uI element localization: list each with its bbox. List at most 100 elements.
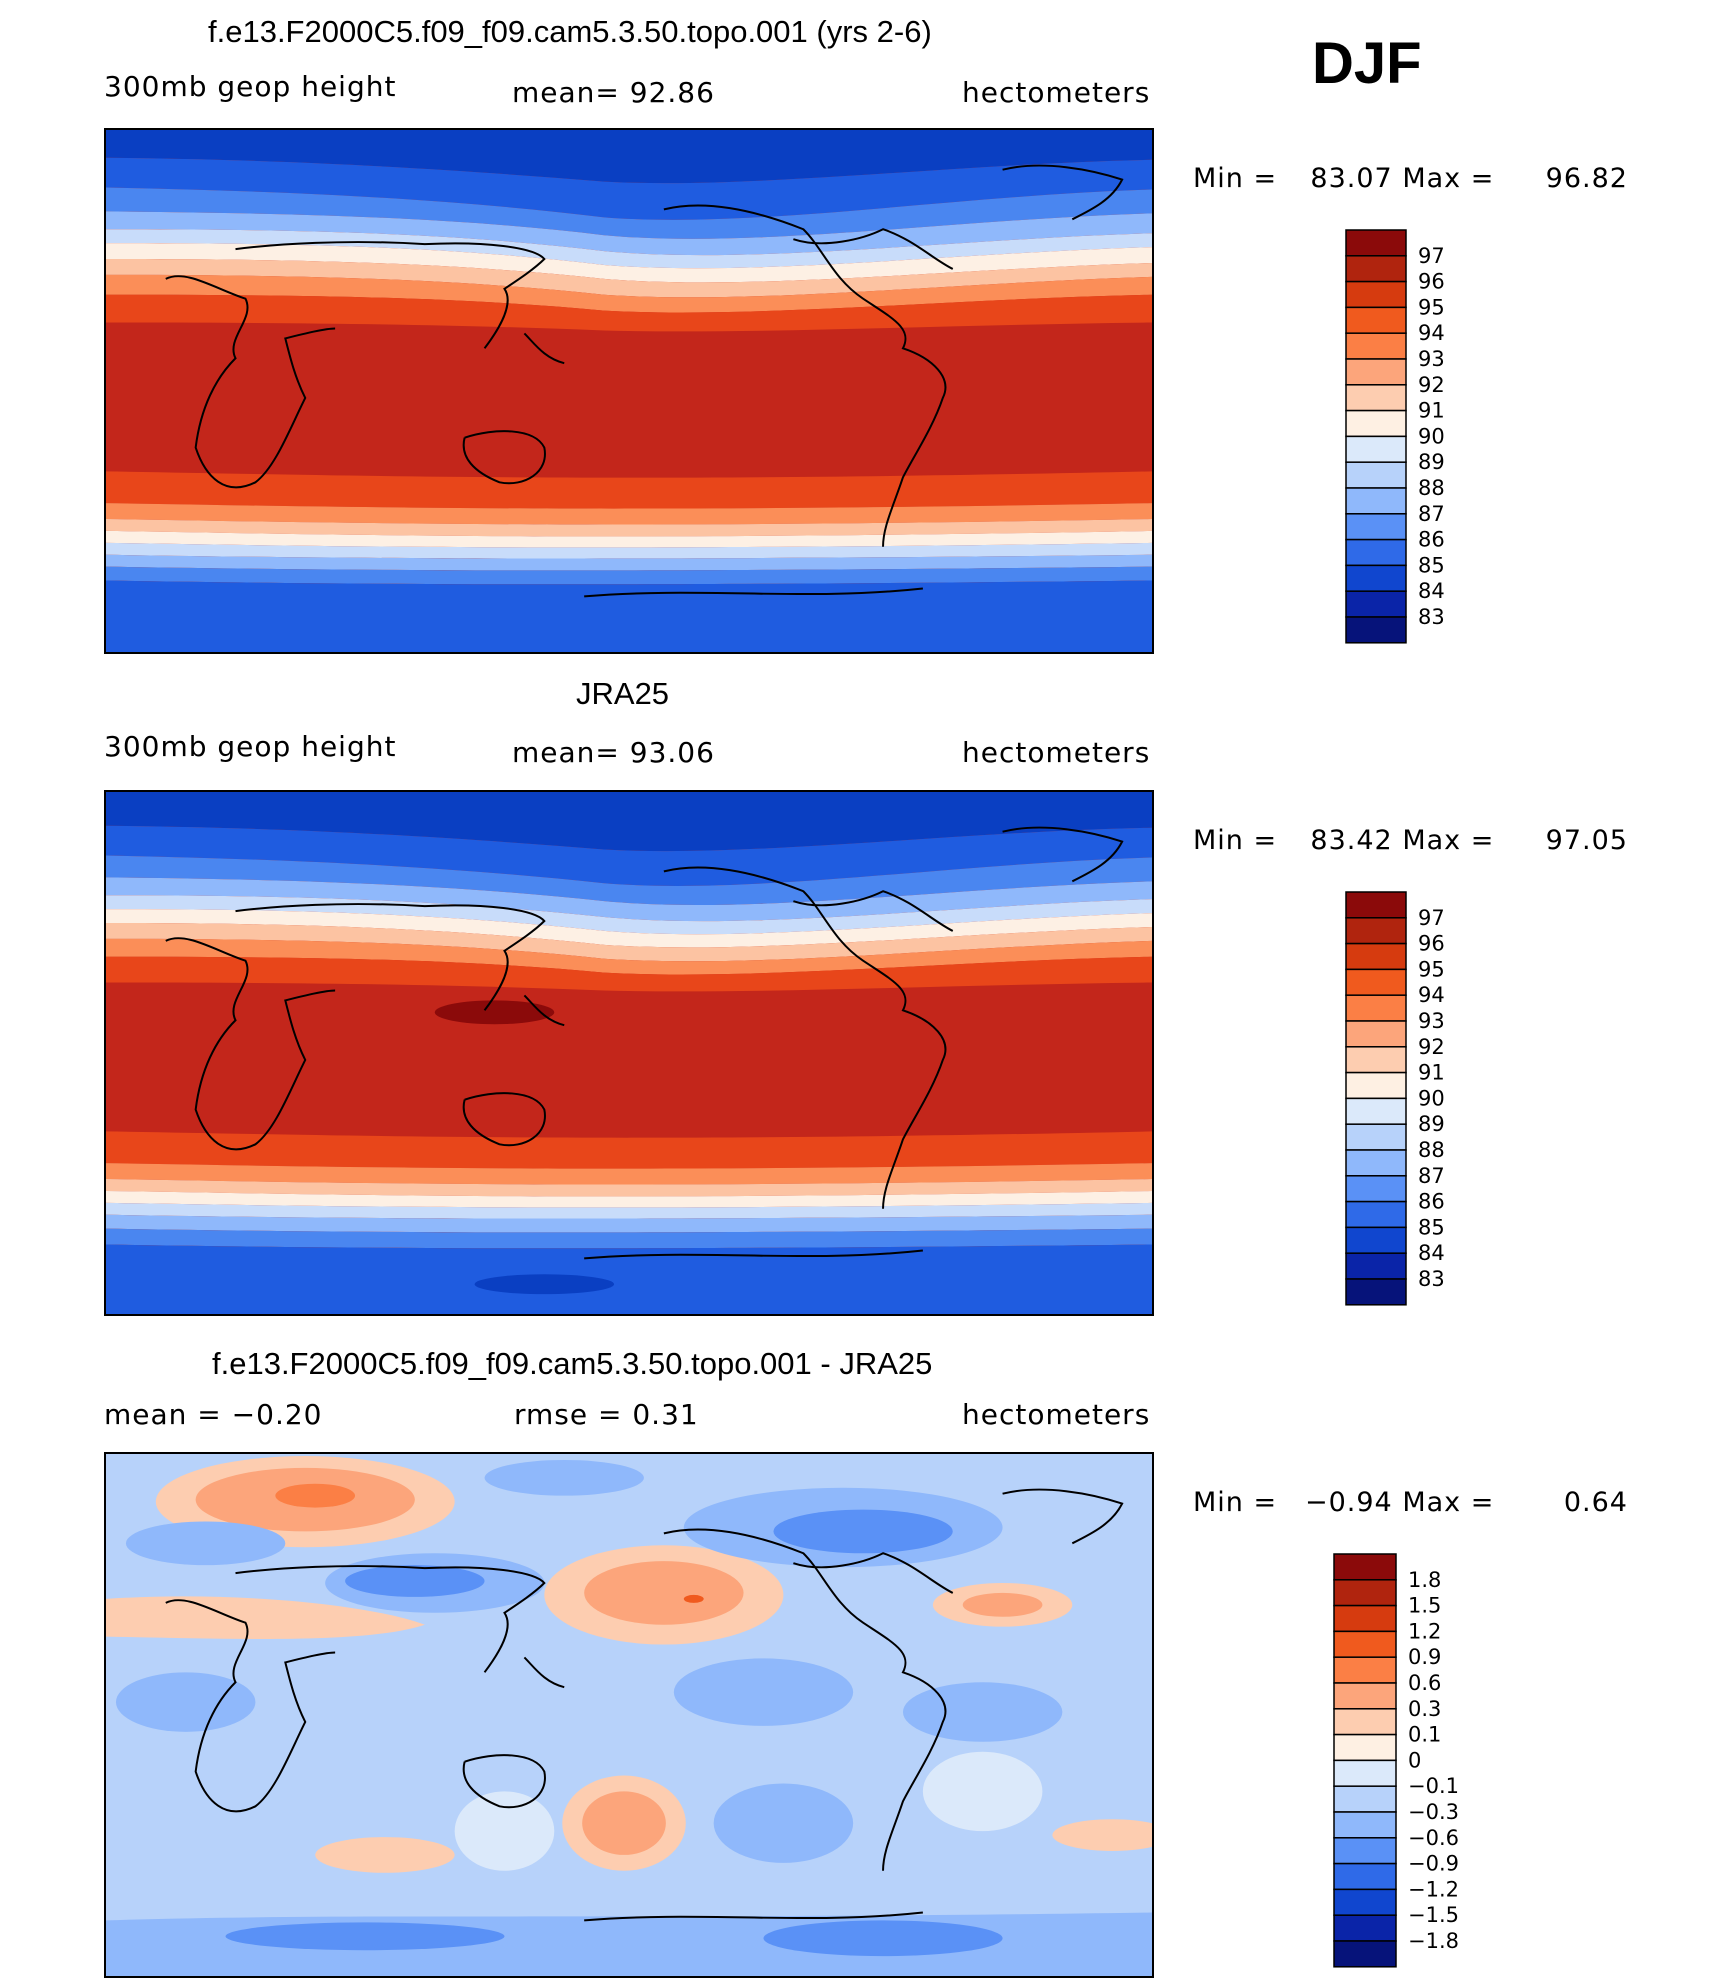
colorbar-tick-label: 90 bbox=[1418, 424, 1445, 448]
colorbar-tick-label: 94 bbox=[1418, 983, 1445, 1007]
colorbar-tick-label: 86 bbox=[1418, 528, 1445, 552]
colorbar-tick-label: 88 bbox=[1418, 476, 1445, 500]
colorbar-tick-label: 1.5 bbox=[1408, 1594, 1441, 1618]
colorbar-box bbox=[1345, 1252, 1407, 1280]
colorbar-box bbox=[1345, 255, 1407, 283]
colorbar-tick-label: 0.1 bbox=[1408, 1723, 1441, 1747]
colorbar-tick-label: 89 bbox=[1418, 450, 1445, 474]
colorbar-tick-label: 84 bbox=[1418, 1241, 1445, 1265]
colorbar-tick-label: 85 bbox=[1418, 553, 1445, 577]
colorbar-box bbox=[1333, 1811, 1397, 1839]
colorbar-tick-label: 95 bbox=[1418, 295, 1445, 319]
colorbar-tick-label: −0.3 bbox=[1408, 1800, 1459, 1824]
rmse-label-diff: rmse = 0.31 bbox=[514, 1398, 699, 1431]
colorbar-box bbox=[1345, 461, 1407, 489]
mean-label-obs: mean= 93.06 bbox=[512, 736, 715, 769]
min-value: 83.42 bbox=[1310, 825, 1393, 856]
max-label: Max = bbox=[1402, 825, 1495, 856]
colorbar-box bbox=[1345, 616, 1407, 644]
colorbar-box bbox=[1345, 891, 1407, 919]
colorbar-tick-label: 0.6 bbox=[1408, 1671, 1441, 1695]
colorbar-box bbox=[1345, 538, 1407, 567]
colorbar-box bbox=[1345, 358, 1407, 386]
colorbar-box bbox=[1345, 332, 1407, 360]
colorbar-tick-label: 97 bbox=[1418, 244, 1445, 268]
colorbar-tick-label: 86 bbox=[1418, 1190, 1445, 1214]
colorbar-tick-label: 83 bbox=[1418, 605, 1445, 629]
colorbar-box bbox=[1345, 1149, 1407, 1177]
min-value: −0.94 bbox=[1304, 1487, 1393, 1518]
colorbar-box bbox=[1345, 1278, 1407, 1306]
panel-title-model: f.e13.F2000C5.f09_f09.cam5.3.50.topo.001… bbox=[208, 14, 932, 49]
colorbar-tick-label: 85 bbox=[1418, 1215, 1445, 1239]
colorbar-tick-label: −0.6 bbox=[1408, 1826, 1459, 1850]
colorbar-box bbox=[1345, 1123, 1407, 1151]
map-model bbox=[104, 128, 1154, 654]
colorbar-box bbox=[1333, 1708, 1397, 1736]
colorbar-box bbox=[1333, 1837, 1397, 1865]
colorbar-tick-label: 1.2 bbox=[1408, 1619, 1441, 1643]
max-value: 97.05 bbox=[1545, 825, 1628, 856]
colorbar-tick-label: 0.3 bbox=[1408, 1697, 1441, 1721]
colorbar-tick-label: 89 bbox=[1418, 1112, 1445, 1136]
max-label: Max = bbox=[1402, 1487, 1495, 1518]
colorbar-box bbox=[1345, 968, 1407, 996]
colorbar-box bbox=[1345, 1226, 1407, 1254]
colorbar-tick-label: 97 bbox=[1418, 906, 1445, 930]
colorbar-tick-label: −0.9 bbox=[1408, 1852, 1459, 1876]
colorbar-tick-label: 0.9 bbox=[1408, 1645, 1441, 1669]
colorbar-box bbox=[1345, 1097, 1407, 1125]
colorbar-tick-label: −0.1 bbox=[1408, 1774, 1459, 1798]
colorbar-tick-label: 84 bbox=[1418, 579, 1445, 603]
colorbar-tick-label: 96 bbox=[1418, 932, 1445, 956]
colorbar-box bbox=[1345, 590, 1407, 618]
colorbar-box bbox=[1333, 1682, 1397, 1710]
colorbar-tick-label: −1.5 bbox=[1408, 1903, 1459, 1927]
colorbar-diff: 1.8 1.5 1.2 0.9 0.6 0.3 0.1 0 −0.1 −0.3 −0.6 −0.9 −1… bbox=[1333, 1553, 1484, 1968]
colorbar-box bbox=[1333, 1553, 1397, 1581]
colorbar-box bbox=[1345, 435, 1407, 463]
max-value: 0.64 bbox=[1563, 1487, 1628, 1518]
colorbar-box bbox=[1333, 1733, 1397, 1762]
colorbar-tick-label: 94 bbox=[1418, 321, 1445, 345]
colorbar-box bbox=[1345, 1046, 1407, 1074]
colorbar-box bbox=[1345, 1200, 1407, 1229]
colorbar-tick-label: 90 bbox=[1418, 1086, 1445, 1110]
map-diff bbox=[104, 1452, 1154, 1978]
max-value: 96.82 bbox=[1545, 163, 1628, 194]
colorbar-box bbox=[1345, 1020, 1407, 1048]
min-label: Min = bbox=[1193, 1487, 1278, 1518]
stats-obs: Min = 83.42 Max = 97.05 bbox=[1193, 825, 1628, 856]
colorbar-box bbox=[1333, 1914, 1397, 1942]
colorbar-box bbox=[1333, 1888, 1397, 1916]
mean-label-diff: mean = −0.20 bbox=[104, 1398, 323, 1431]
colorbar-box bbox=[1345, 564, 1407, 592]
colorbar-tick-label: 0 bbox=[1408, 1748, 1421, 1772]
colorbar-tick-label: 92 bbox=[1418, 373, 1445, 397]
colorbar-box bbox=[1345, 280, 1407, 309]
min-label: Min = bbox=[1193, 825, 1278, 856]
colorbar-box bbox=[1345, 994, 1407, 1022]
colorbar-tick-label: 91 bbox=[1418, 1061, 1445, 1085]
colorbar-tick-label: 93 bbox=[1418, 347, 1445, 371]
panel-title-obs: JRA25 bbox=[576, 676, 670, 711]
colorbar-tick-label: 92 bbox=[1418, 1035, 1445, 1059]
max-label: Max = bbox=[1402, 163, 1495, 194]
field-label-obs: 300mb geop height bbox=[104, 730, 397, 763]
colorbar-box bbox=[1333, 1785, 1397, 1813]
min-label: Min = bbox=[1193, 163, 1278, 194]
colorbar-box bbox=[1333, 1940, 1397, 1968]
colorbar-box bbox=[1345, 229, 1407, 257]
colorbar-tick-label: −1.2 bbox=[1408, 1877, 1459, 1901]
colorbar-box bbox=[1345, 409, 1407, 438]
season-label: DJF bbox=[1312, 31, 1422, 96]
colorbar-tick-label: 96 bbox=[1418, 270, 1445, 294]
colorbar-tick-label: 87 bbox=[1418, 1164, 1445, 1188]
colorbar-tick-label: 87 bbox=[1418, 502, 1445, 526]
units-label-obs: hectometers bbox=[962, 736, 1151, 769]
panel-title-diff: f.e13.F2000C5.f09_f09.cam5.3.50.topo.001… bbox=[212, 1346, 933, 1381]
min-value: 83.07 bbox=[1310, 163, 1393, 194]
colorbar-box bbox=[1333, 1656, 1397, 1684]
units-label-diff: hectometers bbox=[962, 1398, 1151, 1431]
stats-model: Min = 83.07 Max = 96.82 bbox=[1193, 163, 1628, 194]
